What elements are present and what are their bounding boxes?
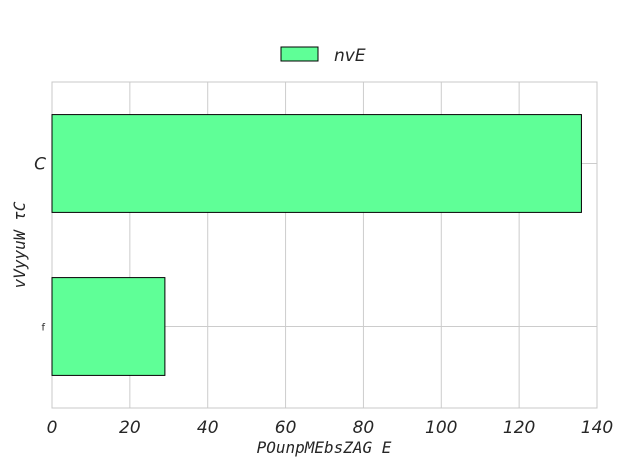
y-tick-label-f: f — [41, 323, 45, 334]
x-tick-label-40: 40 — [197, 418, 219, 438]
x-tick-label-120: 120 — [503, 418, 535, 438]
x-tick-label-20: 20 — [119, 418, 141, 438]
legend-label-nvE: nvE — [334, 46, 366, 66]
bar-f — [51, 277, 166, 376]
bar-C — [51, 114, 582, 213]
x-tick-label-140: 140 — [581, 418, 613, 438]
y-axis-label: vVyyuW τC — [10, 201, 29, 288]
x-tick-label-80: 80 — [353, 418, 375, 438]
x-tick-label-0: 0 — [47, 418, 58, 438]
plot-area-frame — [51, 81, 598, 409]
y-axis-categories: Cf — [34, 155, 46, 334]
legend: nvE — [280, 46, 366, 66]
x-tick-label-60: 60 — [275, 418, 297, 438]
x-axis-ticks: 0 20 40 60 80 100 120 140 — [47, 418, 614, 438]
x-tick-label-100: 100 — [425, 418, 457, 438]
y-tick-label-C: C — [34, 155, 46, 175]
bars — [51, 114, 582, 376]
x-axis-label: POunpMEbsZAG E — [257, 438, 392, 457]
legend-swatch-nvE — [280, 46, 319, 62]
